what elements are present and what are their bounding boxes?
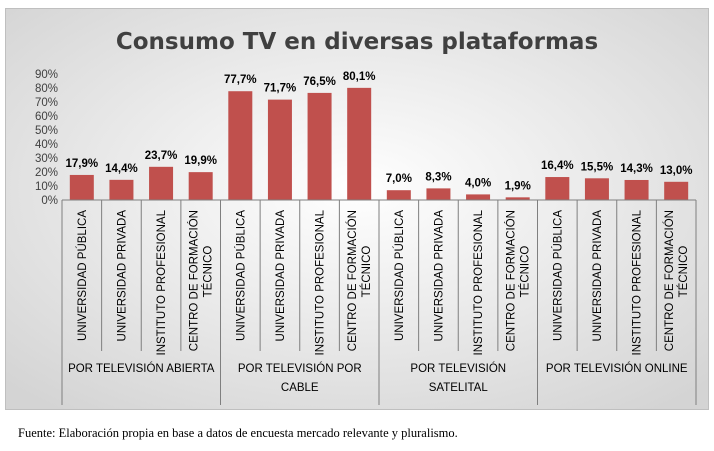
x-tick-label: CENTRO DE FORMACIÓN TÉCNICO [346, 210, 373, 351]
bars [69, 87, 689, 200]
bar [584, 178, 609, 200]
data-label: 7,0% [386, 173, 412, 185]
data-label: 19,9% [184, 155, 217, 167]
x-tick-label: UNIVERSIDAD PÚBLICA [76, 210, 89, 341]
group-label: POR TELEVISIÓN ONLINE [546, 362, 688, 375]
bar [505, 197, 530, 200]
chart-background [6, 9, 708, 409]
bar [466, 194, 491, 200]
chart-frame: Consumo TV en diversas plataformas 0% 10%… [5, 8, 709, 410]
bar [624, 179, 649, 200]
x-tick-label: INSTITUTO PROFESIONAL [632, 209, 644, 355]
group-label: POR TELEVISIÓN POR CABLE [238, 362, 362, 394]
data-label: 17,9% [66, 158, 99, 170]
x-tick-label: CENTRO DE FORMACIÓN TÉCNICO [505, 210, 532, 351]
bar [69, 174, 94, 200]
group-label: POR TELEVISIÓN ABIERTA [68, 362, 215, 375]
y-axis: 0% 10% 20% 30% 40% 50% 60% 70% 80% 90% [35, 69, 58, 207]
x-tick-label: UNIVERSIDAD PRIVADA [592, 210, 604, 342]
x-tick-label: INSTITUTO PROFESIONAL [473, 209, 485, 355]
bar [109, 179, 134, 200]
data-labels: 17,9% 14,4% 23,7% 19,9% 77,7% 71,7% 76,5% 80,1%… [66, 71, 693, 192]
bar-chart: Consumo TV en diversas plataformas 0% 10%… [6, 9, 708, 409]
bar [188, 172, 213, 200]
data-label: 4,0% [465, 177, 491, 189]
bar [307, 92, 332, 200]
chart-title: Consumo TV en diversas plataformas [116, 29, 598, 55]
y-tick-label: 60% [35, 111, 58, 123]
y-tick-label: 0% [41, 195, 58, 207]
source-note: Fuente: Elaboración propia en base a dat… [18, 426, 458, 440]
y-tick-label: 70% [35, 97, 58, 109]
x-tick-label: INSTITUTO PROFESIONAL [156, 209, 168, 355]
x-tick-label: UNIVERSIDAD PÚBLICA [551, 210, 564, 341]
bar [426, 188, 451, 200]
data-label: 13,0% [660, 165, 693, 177]
x-tick-label: UNIVERSIDAD PÚBLICA [393, 210, 406, 341]
bar [664, 181, 689, 200]
bar [149, 166, 174, 200]
x-tick-label: UNIVERSIDAD PRIVADA [433, 210, 445, 342]
data-label: 8,3% [425, 171, 451, 183]
x-tick-label: UNIVERSIDAD PRIVADA [116, 210, 128, 342]
y-tick-label: 80% [35, 83, 58, 95]
data-label: 16,4% [541, 160, 574, 172]
bar [386, 190, 411, 200]
bar [347, 87, 372, 200]
data-label: 14,4% [105, 163, 138, 175]
data-label: 14,3% [620, 163, 653, 175]
data-label: 23,7% [145, 150, 178, 162]
y-tick-label: 40% [35, 139, 58, 151]
bar [228, 91, 253, 200]
data-label: 76,5% [303, 76, 336, 88]
data-label: 80,1% [343, 71, 376, 83]
bar [545, 177, 570, 200]
y-tick-label: 90% [35, 69, 58, 81]
group-label: POR TELEVISIÓN SATELITAL [410, 362, 506, 394]
x-tick-label: UNIVERSIDAD PRIVADA [275, 210, 287, 342]
data-label: 71,7% [264, 83, 297, 95]
y-tick-label: 20% [35, 167, 58, 179]
data-label: 15,5% [581, 161, 614, 173]
x-tick-label: UNIVERSIDAD PÚBLICA [234, 210, 247, 341]
x-tick-label: CENTRO DE FORMACIÓN TÉCNICO [188, 210, 215, 351]
data-label: 77,7% [224, 74, 257, 86]
y-tick-label: 10% [35, 181, 58, 193]
y-tick-label: 50% [35, 125, 58, 137]
data-label: 1,9% [505, 180, 531, 192]
x-tick-label: CENTRO DE FORMACIÓN TÉCNICO [663, 210, 690, 351]
bar [267, 99, 292, 200]
x-axis: UNIVERSIDAD PÚBLICA UNIVERSIDAD PRIVADA IN… [61, 199, 697, 405]
x-tick-label: INSTITUTO PROFESIONAL [315, 209, 327, 355]
y-tick-label: 30% [35, 153, 58, 165]
